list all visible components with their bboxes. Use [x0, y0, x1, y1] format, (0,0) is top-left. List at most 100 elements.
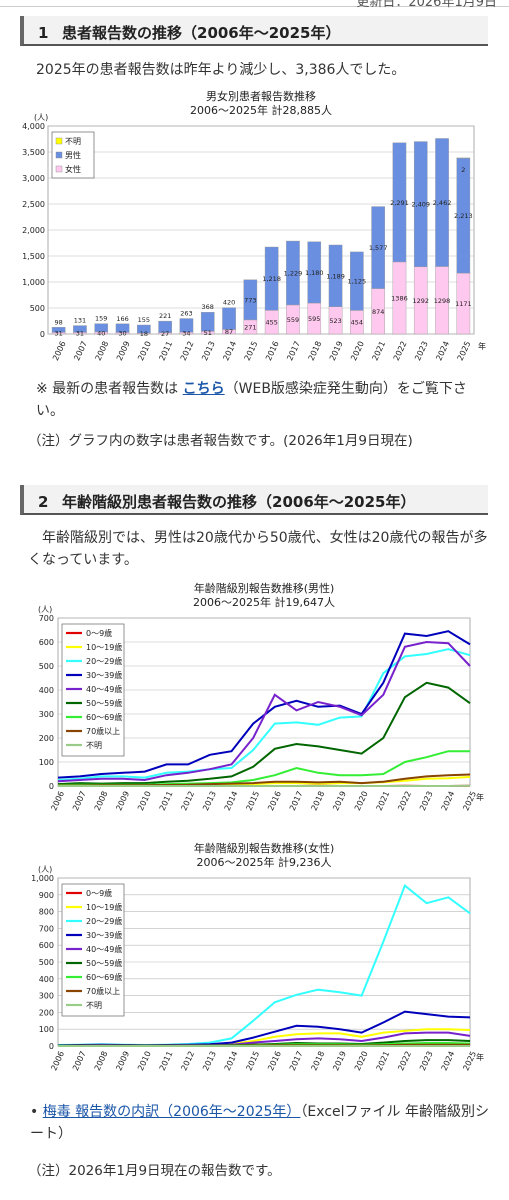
- section1-lead: 2025年の患者報告数は昨年より減少し、3,386人でした。: [36, 62, 406, 78]
- x-tick-label: 2023: [418, 790, 435, 812]
- x-tick-label: 2013: [201, 1050, 218, 1072]
- bar-男性-2020: [350, 251, 364, 311]
- data-label-female: 271: [244, 323, 256, 331]
- y-tick-label: 700: [39, 924, 54, 933]
- bar-男性-2012: [179, 318, 194, 333]
- y-tick-label: 4,000: [22, 122, 45, 131]
- data-label-female: 595: [308, 315, 320, 323]
- excel-breakdown-link[interactable]: 梅毒 報告数の内訳（2006年～2025年）: [42, 1104, 301, 1120]
- legend-label: 30～39歳: [86, 670, 122, 680]
- bar-男性-2021: [371, 206, 385, 289]
- y-axis-unit: (人): [34, 113, 48, 122]
- y-tick-label: 600: [39, 638, 54, 647]
- section1-note2: （注）グラフ内の数字は患者報告数です。(2026年1月9日現在): [28, 433, 413, 449]
- legend-label: 10～19歳: [86, 642, 122, 652]
- x-tick-label: 2015: [245, 1050, 262, 1072]
- y-tick-label: 0: [40, 330, 45, 339]
- section2-number: 2: [38, 493, 49, 511]
- x-tick-label: 2012: [179, 340, 196, 362]
- x-axis-unit: 年: [478, 341, 486, 351]
- data-label-male: 2,462: [433, 199, 452, 207]
- data-label-male: 1,125: [348, 278, 367, 286]
- legend-label: 70歳以上: [86, 986, 120, 996]
- legend-swatch: [55, 137, 63, 145]
- data-label-female: 18: [140, 330, 148, 338]
- x-tick-label: 2014: [221, 340, 238, 362]
- x-tick-label: 2010: [136, 790, 153, 812]
- x-tick-label: 2015: [245, 790, 262, 812]
- data-label-male: 98: [55, 318, 63, 326]
- data-label-female: 40: [97, 329, 105, 337]
- x-tick-label: 2021: [375, 790, 392, 812]
- y-tick-label: 500: [39, 662, 54, 671]
- data-label-male: 2,409: [411, 201, 430, 209]
- legend-label: 不明: [65, 137, 81, 146]
- bar-男性-2019: [328, 244, 343, 308]
- bar-男性-2011: [158, 320, 172, 333]
- data-label-female: 455: [265, 319, 277, 327]
- x-tick-label: 2019: [331, 1050, 348, 1072]
- section2-heading: 2 年齢階級別患者報告数の推移（2006年～2025年）: [20, 485, 488, 515]
- data-label-male: 131: [74, 317, 86, 325]
- bar-男性-2007: [73, 325, 87, 333]
- section1-note: ※ 最新の患者報告数は こちら（WEB版感染症発生動向）をご覧下さい。: [36, 378, 491, 422]
- x-tick-label: 2024: [434, 340, 451, 362]
- bar-男性-2017: [286, 240, 300, 306]
- x-tick-label: 2021: [375, 1050, 392, 1072]
- legend-label: 不明: [86, 1001, 102, 1010]
- bar-男性-2008: [94, 323, 109, 333]
- legend-label: 60～69歳: [86, 712, 122, 722]
- data-label-male: 420: [223, 299, 235, 307]
- bar-男性-2010: [137, 324, 151, 334]
- y-tick-label: 2,500: [22, 200, 45, 209]
- data-label-female: 31: [55, 330, 63, 338]
- x-tick-label: 2009: [114, 1050, 131, 1072]
- x-tick-label: 2021: [371, 340, 388, 362]
- bar-男性-2013: [200, 312, 215, 332]
- section2-title: 年齢階級別患者報告数の推移（2006年～2025年）: [62, 493, 416, 511]
- data-label-female: 51: [204, 329, 212, 337]
- legend-label: 50～59歳: [86, 698, 122, 708]
- y-tick-label: 300: [39, 992, 54, 1001]
- x-tick-label: 2011: [158, 790, 175, 812]
- x-tick-label: 2022: [396, 790, 413, 812]
- x-tick-label: 2016: [264, 340, 281, 362]
- y-tick-label: 0: [49, 782, 54, 791]
- chart-subtitle: 2006～2025年 計19,647人: [193, 595, 335, 609]
- legend-label: 女性: [65, 164, 81, 174]
- data-label-male: 155: [138, 316, 150, 324]
- bar-男性-2018: [307, 241, 322, 304]
- y-tick-label: 300: [39, 710, 54, 719]
- y-tick-label: 400: [39, 975, 54, 984]
- y-tick-label: 1,000: [22, 278, 45, 287]
- line-chart-male: 年齢階級別報告数推移(男性)2006～2025年 計19,647人 (人) 0 100…: [38, 581, 484, 812]
- x-tick-label: 2010: [136, 1050, 153, 1072]
- section2-lead: 年齢階級別では、男性は20歳代から50歳代、女性は20歳代の報告が多くなっていま…: [28, 530, 488, 568]
- data-label-female: 559: [287, 316, 299, 324]
- legend-label: 70歳以上: [86, 726, 120, 736]
- series-line-20～29歳: [57, 648, 471, 781]
- data-label-female: 31: [76, 330, 84, 338]
- chart-subtitle: 2006～2025年 計9,236人: [197, 855, 332, 869]
- latest-report-link[interactable]: こちら: [182, 381, 225, 397]
- data-label-female: 1171: [455, 300, 472, 308]
- data-label-male: 166: [116, 315, 128, 323]
- x-tick-label: 2006: [51, 340, 68, 362]
- data-label-male: 1,180: [305, 269, 324, 277]
- x-tick-label: 2013: [201, 790, 218, 812]
- data-label-female: 27: [161, 330, 169, 338]
- x-axis-unit: 年: [476, 1052, 484, 1062]
- chart-title: 男女別患者報告数推移: [206, 89, 316, 103]
- legend-label: 60～69歳: [86, 972, 122, 982]
- x-tick-label: 2023: [413, 340, 430, 362]
- top-divider: [0, 6, 509, 7]
- data-label-female: 523: [329, 317, 341, 325]
- x-tick-label: 2024: [440, 790, 457, 812]
- x-tick-label: 2019: [328, 340, 345, 362]
- y-tick-label: 2,000: [22, 226, 45, 235]
- y-tick-label: 100: [39, 1025, 54, 1034]
- x-tick-label: 2017: [288, 790, 305, 812]
- x-tick-label: 2010: [136, 340, 153, 362]
- section1-heading: 1 患者報告数の推移（2006年～2025年）: [20, 16, 488, 46]
- y-tick-label: 600: [39, 941, 54, 950]
